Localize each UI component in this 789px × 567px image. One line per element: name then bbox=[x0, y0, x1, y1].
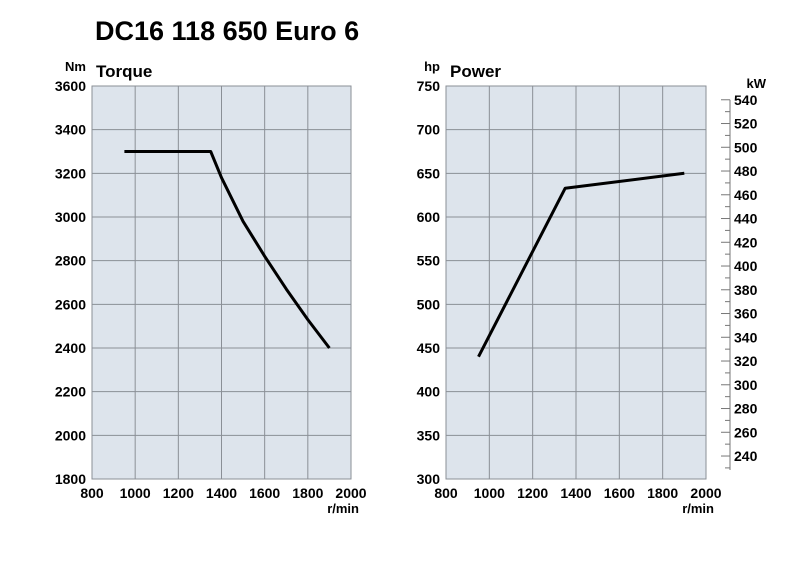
power-x-tick-label: 800 bbox=[434, 485, 458, 501]
torque-x-axis-unit: r/min bbox=[327, 501, 359, 516]
torque-x-tick-label: 800 bbox=[80, 485, 104, 501]
kw-tick-label: 420 bbox=[734, 234, 758, 250]
kw-tick-label: 240 bbox=[734, 448, 758, 464]
torque-x-tick-label: 1200 bbox=[163, 485, 194, 501]
power-x-tick-label: 2000 bbox=[690, 485, 721, 501]
power-chart-title: Power bbox=[450, 62, 501, 81]
power-x-tick-label: 1400 bbox=[560, 485, 591, 501]
torque-curve bbox=[124, 150, 331, 349]
kw-tick-label: 360 bbox=[734, 306, 758, 322]
kw-axis-unit: kW bbox=[747, 76, 767, 91]
power-x-tick-label: 1000 bbox=[474, 485, 505, 501]
kw-tick-label: 500 bbox=[734, 139, 758, 155]
power-y-tick-label: 500 bbox=[417, 296, 441, 312]
torque-y-tick-label: 2000 bbox=[55, 427, 86, 443]
power-y-tick-label: 600 bbox=[417, 209, 441, 225]
kw-tick-label: 380 bbox=[734, 282, 758, 298]
torque-x-tick-label: 1800 bbox=[292, 485, 323, 501]
power-x-axis-unit: r/min bbox=[682, 501, 714, 516]
kw-tick-label: 440 bbox=[734, 211, 758, 227]
power-y-tick-label: 300 bbox=[417, 471, 441, 487]
torque-x-tick-label: 1000 bbox=[120, 485, 151, 501]
power-y-tick-label: 700 bbox=[417, 122, 441, 138]
kw-tick-label: 340 bbox=[734, 329, 758, 345]
torque-y-axis-unit: Nm bbox=[65, 59, 86, 74]
power-x-tick-label: 1200 bbox=[517, 485, 548, 501]
torque-y-tick-label: 3400 bbox=[55, 122, 86, 138]
power-y-axis-unit: hp bbox=[424, 59, 440, 74]
torque-chart-title: Torque bbox=[96, 62, 152, 81]
power-curve bbox=[477, 171, 685, 358]
torque-y-tick-label: 2800 bbox=[55, 253, 86, 269]
page-title: DC16 118 650 Euro 6 bbox=[95, 16, 360, 46]
kw-tick-label: 280 bbox=[734, 401, 758, 417]
torque-y-tick-label: 3000 bbox=[55, 209, 86, 225]
power-y-tick-label: 450 bbox=[417, 340, 441, 356]
torque-y-tick-label: 1800 bbox=[55, 471, 86, 487]
torque-y-tick-label: 3600 bbox=[55, 78, 86, 94]
power-y-tick-label: 350 bbox=[417, 427, 441, 443]
kw-tick-label: 320 bbox=[734, 353, 758, 369]
kw-tick-label: 480 bbox=[734, 163, 758, 179]
kw-tick-label: 400 bbox=[734, 258, 758, 274]
power-y-tick-label: 400 bbox=[417, 384, 441, 400]
power-y-tick-label: 650 bbox=[417, 165, 441, 181]
torque-y-tick-label: 2200 bbox=[55, 384, 86, 400]
kw-tick-label: 260 bbox=[734, 424, 758, 440]
torque-y-tick-label: 2400 bbox=[55, 340, 86, 356]
torque-y-tick-label: 2600 bbox=[55, 296, 86, 312]
kw-tick-label: 460 bbox=[734, 187, 758, 203]
kw-tick-label: 540 bbox=[734, 92, 758, 108]
torque-x-tick-label: 1600 bbox=[249, 485, 280, 501]
torque-x-tick-label: 1400 bbox=[206, 485, 237, 501]
kw-tick-label: 520 bbox=[734, 116, 758, 132]
torque-y-tick-label: 3200 bbox=[55, 165, 86, 181]
power-y-tick-label: 750 bbox=[417, 78, 441, 94]
power-x-tick-label: 1800 bbox=[647, 485, 678, 501]
power-y-tick-label: 550 bbox=[417, 253, 441, 269]
power-x-tick-label: 1600 bbox=[604, 485, 635, 501]
torque-x-tick-label: 2000 bbox=[335, 485, 366, 501]
kw-tick-label: 300 bbox=[734, 377, 758, 393]
